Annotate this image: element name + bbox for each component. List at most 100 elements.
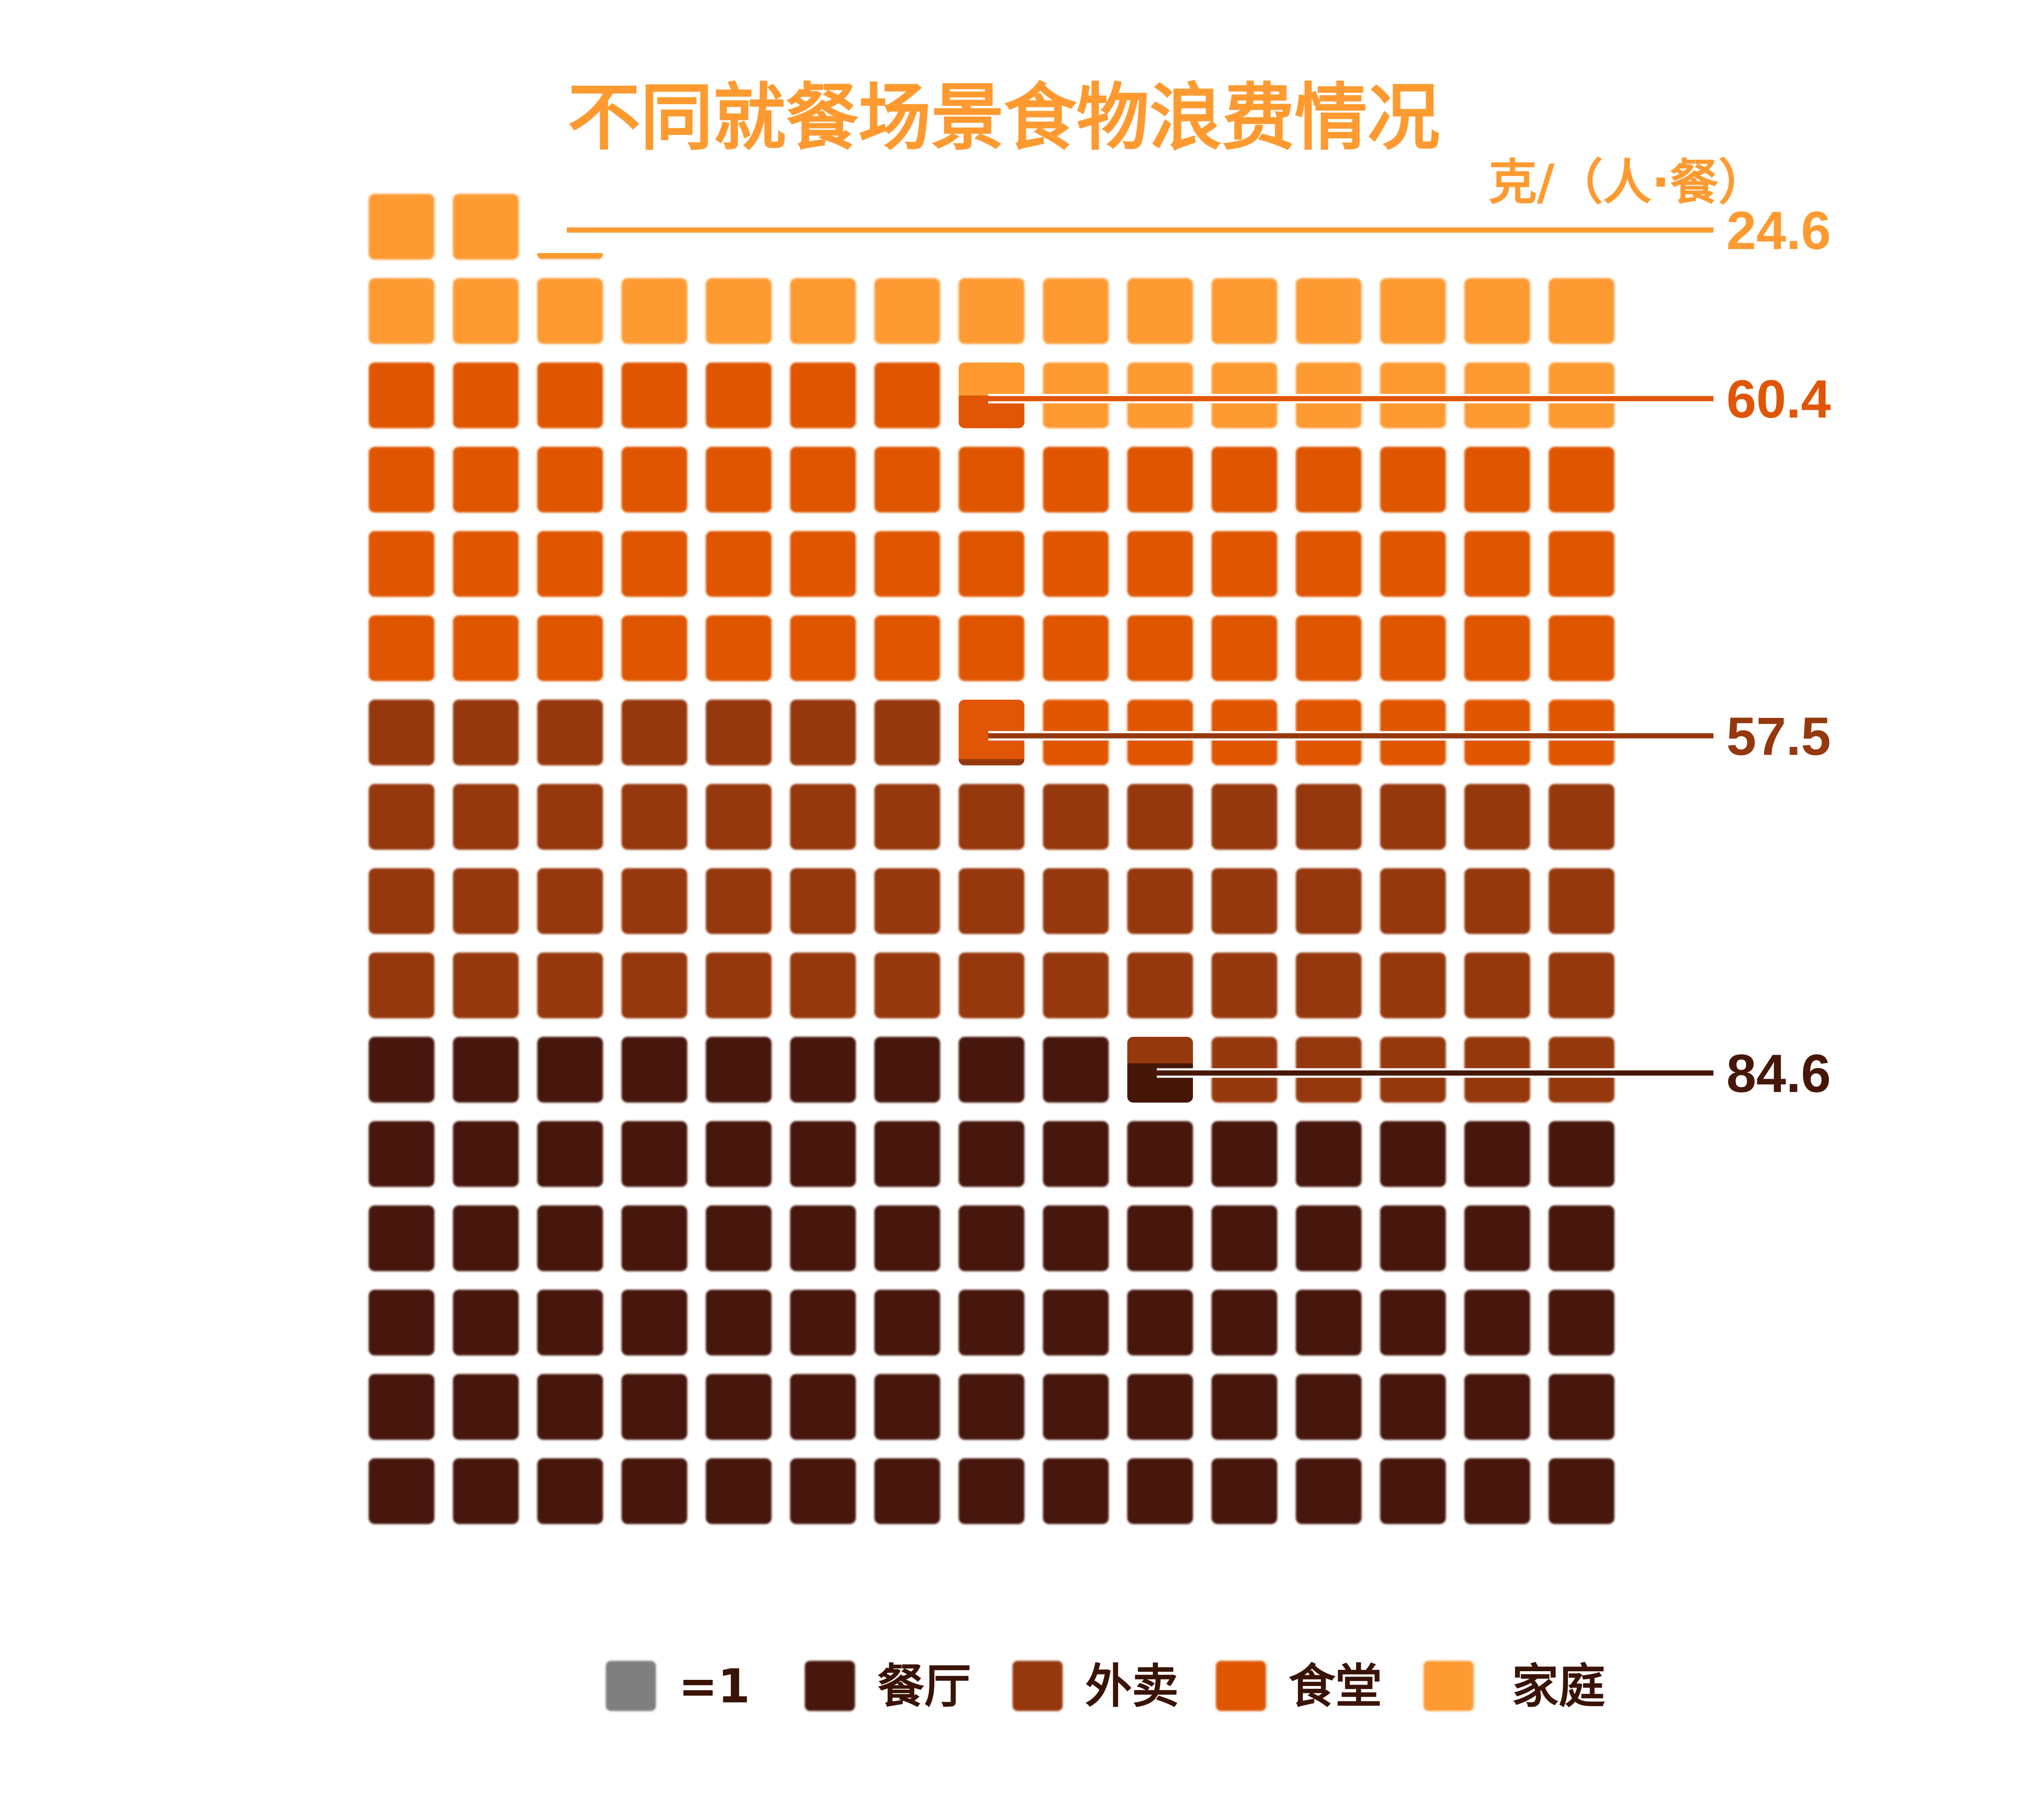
waffle-cell-餐厅 [1295,1205,1362,1271]
waffle-cell-外卖 [453,699,519,765]
waffle-cell-外卖 [621,699,688,765]
waffle-partial-cell-食堂 [958,699,1025,759]
waffle-cell-餐厅 [1127,1374,1193,1440]
waffle-cell-外卖 [1043,784,1109,850]
waffle-cell-食堂 [706,531,772,597]
waffle-cell-餐厅 [369,1290,434,1356]
waffle-cell-餐厅 [706,1290,772,1356]
waffle-cell-家庭 [1043,278,1109,344]
waffle-cell-餐厅 [1295,1290,1362,1356]
waffle-cell-外卖 [1464,952,1530,1019]
legend-label-外卖: 外卖 [1085,1660,1179,1714]
waffle-cell-食堂 [790,531,856,597]
waffle-cell-家庭 [453,278,519,344]
waffle-cell-食堂 [706,615,772,681]
waffle-cell-餐厅 [1212,1205,1277,1271]
waffle-cell-餐厅 [1380,1290,1446,1356]
chart-title: 不同就餐场景食物浪费情况 [568,75,1440,160]
legend-swatch-食堂 [1216,1661,1266,1711]
waffle-cell-外卖 [790,952,856,1019]
waffle-cell-餐厅 [1043,1458,1109,1524]
waffle-cell-餐厅 [1127,1290,1193,1356]
waffle-cell-外卖 [1549,784,1615,850]
waffle-cell-外卖 [874,952,940,1019]
waffle-cell-食堂 [1464,447,1530,513]
waffle-cell-家庭 [1380,278,1446,344]
waffle-cell-外卖 [1043,868,1109,934]
waffle-cell-餐厅 [874,1037,940,1103]
waffle-cell-家庭 [706,278,772,344]
waffle-cell-食堂 [453,531,519,597]
value-label-家庭: 24.6 [1726,201,1831,261]
waffle-cell-餐厅 [621,1037,688,1103]
legend-swatch-unit [606,1661,656,1711]
waffle-cell-fraction-食堂 [958,699,1025,759]
waffle-cell-外卖 [453,952,519,1019]
waffle-cell-外卖 [369,784,434,850]
waffle-cell-家庭 [369,278,434,344]
waffle-cell-餐厅 [874,1458,940,1524]
waffle-cell-外卖 [1380,868,1446,934]
waffle-cell-餐厅 [1380,1121,1446,1187]
waffle-cell-fraction-外卖 [1127,1037,1193,1064]
waffle-cell-餐厅 [1464,1121,1530,1187]
legend-label-餐厅: 餐厅 [877,1660,971,1714]
waffle-cell-餐厅 [1043,1374,1109,1440]
waffle-cell-外卖 [706,699,772,765]
waffle-cell-食堂 [369,531,434,597]
waffle-cell-fraction-家庭 [537,253,603,260]
waffle-cell-外卖 [1212,952,1277,1019]
waffle-cell-餐厅 [1212,1458,1277,1524]
waffle-cell-家庭 [1127,278,1193,344]
waffle-partial-cell-外卖 [958,759,1025,765]
waffle-cell-外卖 [369,868,434,934]
waffle-cell-食堂 [537,615,603,681]
legend-label-家庭: 家庭 [1512,1660,1605,1714]
waffle-cell-餐厅 [1127,1205,1193,1271]
waffle-cell-食堂 [790,447,856,513]
waffle-cell-餐厅 [1549,1458,1615,1524]
waffle-cell-食堂 [874,531,940,597]
waffle-cell-外卖 [537,952,603,1019]
waffle-cell-餐厅 [874,1290,940,1356]
waffle-cell-餐厅 [369,1374,434,1440]
waffle-cell-餐厅 [621,1121,688,1187]
waffle-cell-外卖 [369,699,434,765]
waffle-cell-食堂 [1127,447,1193,513]
waffle-cell-食堂 [1549,447,1615,513]
waffle-cell-家庭 [1549,278,1615,344]
waffle-cell-食堂 [706,447,772,513]
waffle-partial-cell-家庭 [537,253,603,260]
waffle-cell-外卖 [1212,868,1277,934]
waffle-cell-餐厅 [1295,1121,1362,1187]
waffle-cell-餐厅 [1549,1121,1615,1187]
waffle-cell-餐厅 [1295,1374,1362,1440]
value-callouts: 84.6 57.5 60.4 24.6 [567,201,1831,1104]
waffle-cell-食堂 [621,531,688,597]
waffle-cell-外卖 [706,784,772,850]
waffle-cell-餐厅 [1043,1290,1109,1356]
waffle-cell-家庭 [874,278,940,344]
waffle-cell-外卖 [958,868,1025,934]
waffle-cell-家庭 [453,194,519,260]
waffle-cell-餐厅 [621,1458,688,1524]
waffle-cell-餐厅 [1380,1458,1446,1524]
waffle-cell-餐厅 [1464,1458,1530,1524]
waffle-cell-食堂 [1127,615,1193,681]
waffle-cell-外卖 [958,784,1025,850]
waffle-cell-食堂 [537,362,603,428]
waffle-cell-餐厅 [1043,1121,1109,1187]
waffle-cell-外卖 [1549,952,1615,1019]
waffle-cell-外卖 [1549,868,1615,934]
waffle-cell-食堂 [790,362,856,428]
waffle-cell-餐厅 [958,1458,1025,1524]
waffle-cell-餐厅 [621,1205,688,1271]
waffle-cell-餐厅 [537,1458,603,1524]
waffle-cell-外卖 [706,952,772,1019]
waffle-cell-餐厅 [453,1290,519,1356]
waffle-cell-食堂 [369,362,434,428]
value-label-外卖: 57.5 [1726,707,1831,766]
value-label-餐厅: 84.6 [1726,1044,1831,1104]
waffle-cell-家庭 [369,194,434,260]
waffle-cell-食堂 [537,447,603,513]
